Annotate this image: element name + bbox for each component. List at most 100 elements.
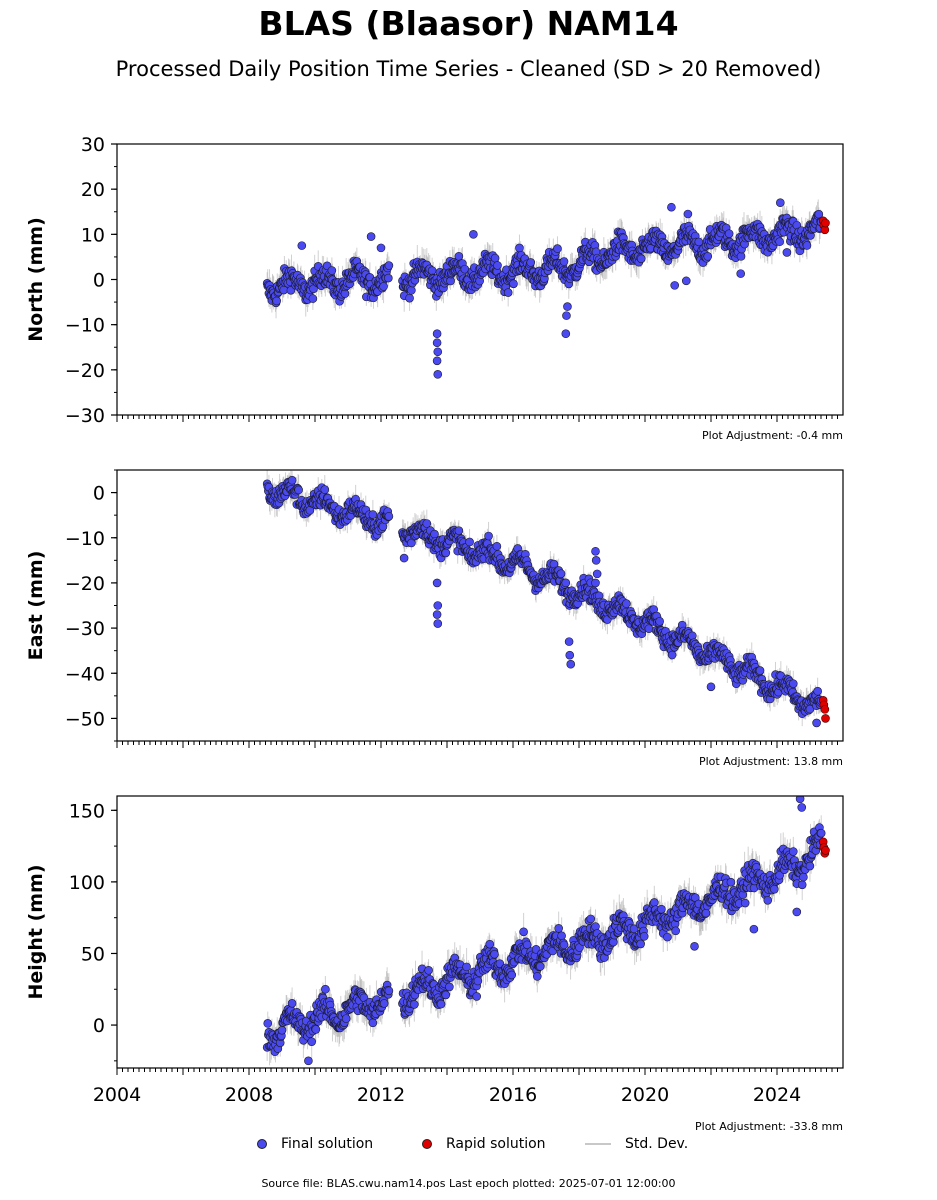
final-solution-point: [366, 232, 376, 241]
final-solution-point: [706, 682, 716, 692]
final-solution-point: [493, 261, 502, 270]
final-solution-point: [503, 288, 513, 297]
panel-east: −50 −40 −30 −20 −10 0 East (mm) Plot Adjustment…: [25, 469, 844, 768]
final-solution-point: [563, 302, 572, 311]
final-solution-point: [655, 617, 664, 626]
plot-adjustment-note: Plot Adjustment: -0.4 mm: [702, 429, 843, 442]
final-solution-point: [564, 637, 574, 646]
final-solution-point: [263, 1019, 273, 1028]
final-solution-point: [454, 526, 464, 535]
final-solution-point: [399, 553, 409, 563]
final-solution-point: [789, 679, 798, 688]
final-solution-point: [308, 294, 318, 303]
final-solution-point: [775, 237, 784, 247]
final-solution-point: [622, 599, 631, 608]
y-tick-label: 0: [93, 270, 105, 292]
y-tick-label: −20: [65, 360, 105, 382]
panel-north: −30 −20 −10 0 10 20 30 North (mm) Plot Adjustmen…: [25, 134, 844, 442]
rapid-solution-point: [821, 218, 830, 228]
final-solution-point: [432, 578, 442, 588]
y-tick-label: −40: [65, 663, 105, 685]
rapid-solution-point: [821, 714, 830, 723]
y-tick-label: −10: [65, 315, 105, 337]
page-subtitle: Processed Daily Position Time Series - C…: [115, 57, 822, 81]
y-tick-label: −50: [65, 708, 105, 730]
final-solution-point: [287, 475, 297, 485]
final-solution-point: [407, 286, 416, 295]
final-solution-point: [515, 243, 524, 253]
final-solution-point: [384, 511, 394, 521]
final-solution-point: [681, 276, 691, 286]
final-solution-point: [327, 266, 337, 275]
final-solution-point: [553, 244, 562, 253]
final-solution-point: [454, 251, 464, 261]
y-tick-label: −30: [65, 405, 105, 427]
final-solution-point: [561, 578, 571, 588]
final-solution-point: [561, 329, 571, 339]
final-solution-point: [591, 556, 601, 565]
final-solution-point: [384, 273, 393, 283]
final-solution-point: [432, 356, 442, 366]
final-solution-point: [670, 281, 680, 290]
final-solution-point: [272, 296, 281, 306]
axes-frame: [116, 469, 844, 742]
final-solution-point: [368, 510, 378, 519]
final-solution-point: [441, 548, 451, 558]
final-solution-point: [566, 659, 576, 669]
final-solution-point: [433, 619, 443, 628]
final-solution-point: [802, 241, 812, 250]
y-tick-label: 10: [81, 224, 105, 246]
final-solution-point: [562, 311, 571, 320]
final-solution-point: [490, 253, 500, 263]
y-tick-label: 0: [93, 483, 105, 505]
final-solution-point: [736, 252, 746, 261]
final-solution-point: [509, 279, 518, 289]
final-solution-point: [724, 229, 734, 238]
plot-adjustment-note: Plot Adjustment: 13.8 mm: [699, 755, 843, 768]
final-solution-point: [526, 258, 536, 267]
y-axis-label: North (mm): [25, 217, 47, 342]
final-solution-point: [287, 999, 297, 1008]
final-solution-point: [432, 329, 442, 339]
final-solution-point: [427, 266, 437, 275]
final-solution-point: [294, 485, 303, 495]
final-solution-point: [694, 237, 704, 247]
final-solution-point: [813, 686, 822, 696]
final-solution-point: [277, 1025, 287, 1035]
final-solution-point: [667, 202, 676, 212]
final-solution-point: [379, 282, 388, 291]
final-solution-point: [492, 541, 502, 551]
final-solution-point: [703, 252, 713, 261]
final-solution-point: [433, 347, 443, 357]
final-solution-point: [736, 269, 746, 278]
final-solution-point: [782, 248, 792, 257]
y-tick-label: 30: [81, 134, 105, 156]
final-solution-point: [376, 243, 386, 253]
final-solution-point: [320, 485, 330, 494]
final-solution-point: [384, 261, 394, 270]
final-solution-point: [432, 338, 442, 348]
final-solution-point: [484, 531, 493, 541]
y-axis-label: East (mm): [25, 551, 47, 661]
final-solution-point: [433, 370, 443, 379]
final-solution-point: [683, 209, 693, 219]
final-solution-point: [636, 254, 646, 264]
page-title: BLAS (Blaasor) NAM14: [258, 4, 679, 43]
final-solution-point: [556, 569, 566, 579]
final-solution-point: [405, 293, 414, 303]
data-layer: [262, 198, 830, 379]
final-solution-point: [465, 537, 474, 547]
final-solution-point: [775, 198, 785, 208]
final-solution-point: [297, 241, 307, 250]
y-tick-label: 20: [81, 179, 105, 201]
y-tick-label: −10: [65, 528, 105, 550]
final-solution-point: [592, 569, 602, 579]
data-layer: [262, 796, 830, 1066]
final-solution-point: [432, 610, 442, 619]
final-solution-point: [667, 650, 677, 660]
final-solution-point: [812, 718, 821, 728]
rapid-solution-point: [820, 705, 830, 714]
final-solution-point: [559, 257, 569, 266]
